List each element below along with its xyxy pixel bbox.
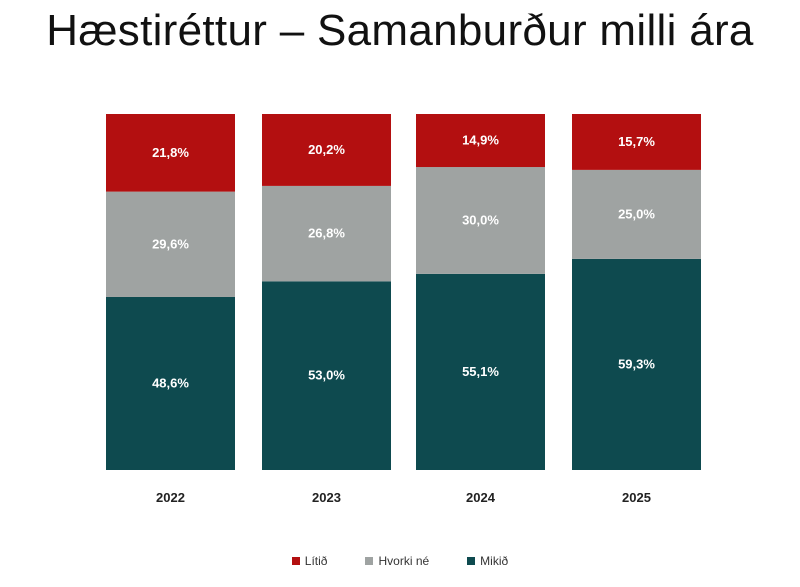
category-label-2023: 2023 xyxy=(312,490,341,505)
bar-segment-2024-2 xyxy=(416,114,545,168)
bar-segment-2023-2 xyxy=(262,114,391,186)
legend-label-hvorki-ne: Hvorki né xyxy=(378,554,430,568)
legend-item-mikid: Mikið xyxy=(467,554,508,568)
data-label-2025-1: 25,0% xyxy=(618,206,655,221)
bar-segment-2025-0 xyxy=(572,258,701,470)
data-label-2022-0: 48,6% xyxy=(152,375,189,390)
data-label-2024-2: 14,9% xyxy=(462,133,499,148)
data-label-2024-1: 30,0% xyxy=(462,212,499,227)
category-label-2024: 2024 xyxy=(466,490,496,505)
bar-segment-2023-1 xyxy=(262,185,391,282)
category-label-2025: 2025 xyxy=(622,490,651,505)
bar-segment-2024-1 xyxy=(416,167,545,274)
bar-segment-2022-1 xyxy=(106,191,235,297)
legend-item-hvorki-ne: Hvorki né xyxy=(365,554,429,568)
legend-swatch-litid xyxy=(291,557,300,565)
data-label-2022-1: 29,6% xyxy=(152,236,189,251)
data-label-2023-1: 26,8% xyxy=(308,226,345,241)
data-label-2024-0: 55,1% xyxy=(462,364,499,379)
legend-item-litid: Lítið xyxy=(291,554,328,568)
legend: Lítið Hvorki né Mikið xyxy=(0,554,800,568)
legend-label-litid: Lítið xyxy=(304,554,328,568)
data-label-2025-2: 15,7% xyxy=(618,134,655,149)
data-label-2022-2: 21,8% xyxy=(152,145,189,160)
bar-segment-2022-0 xyxy=(106,296,235,470)
bar-segment-2024-0 xyxy=(416,273,545,470)
chart-title: Hæstiréttur – Samanburður milli ára xyxy=(46,6,754,55)
data-label-2023-0: 53,0% xyxy=(308,368,345,383)
data-label-2025-0: 59,3% xyxy=(618,356,655,371)
bar-segment-2025-2 xyxy=(572,114,701,170)
legend-swatch-hvorki-ne xyxy=(365,557,374,565)
bar-segment-2023-0 xyxy=(262,281,391,470)
bar-segment-2025-1 xyxy=(572,169,701,259)
category-label-2022: 2022 xyxy=(156,490,185,505)
legend-swatch-mikid xyxy=(467,557,476,565)
legend-label-mikid: Mikið xyxy=(480,554,509,568)
bar-segment-2022-2 xyxy=(106,114,235,192)
data-label-2023-2: 20,2% xyxy=(308,142,345,157)
